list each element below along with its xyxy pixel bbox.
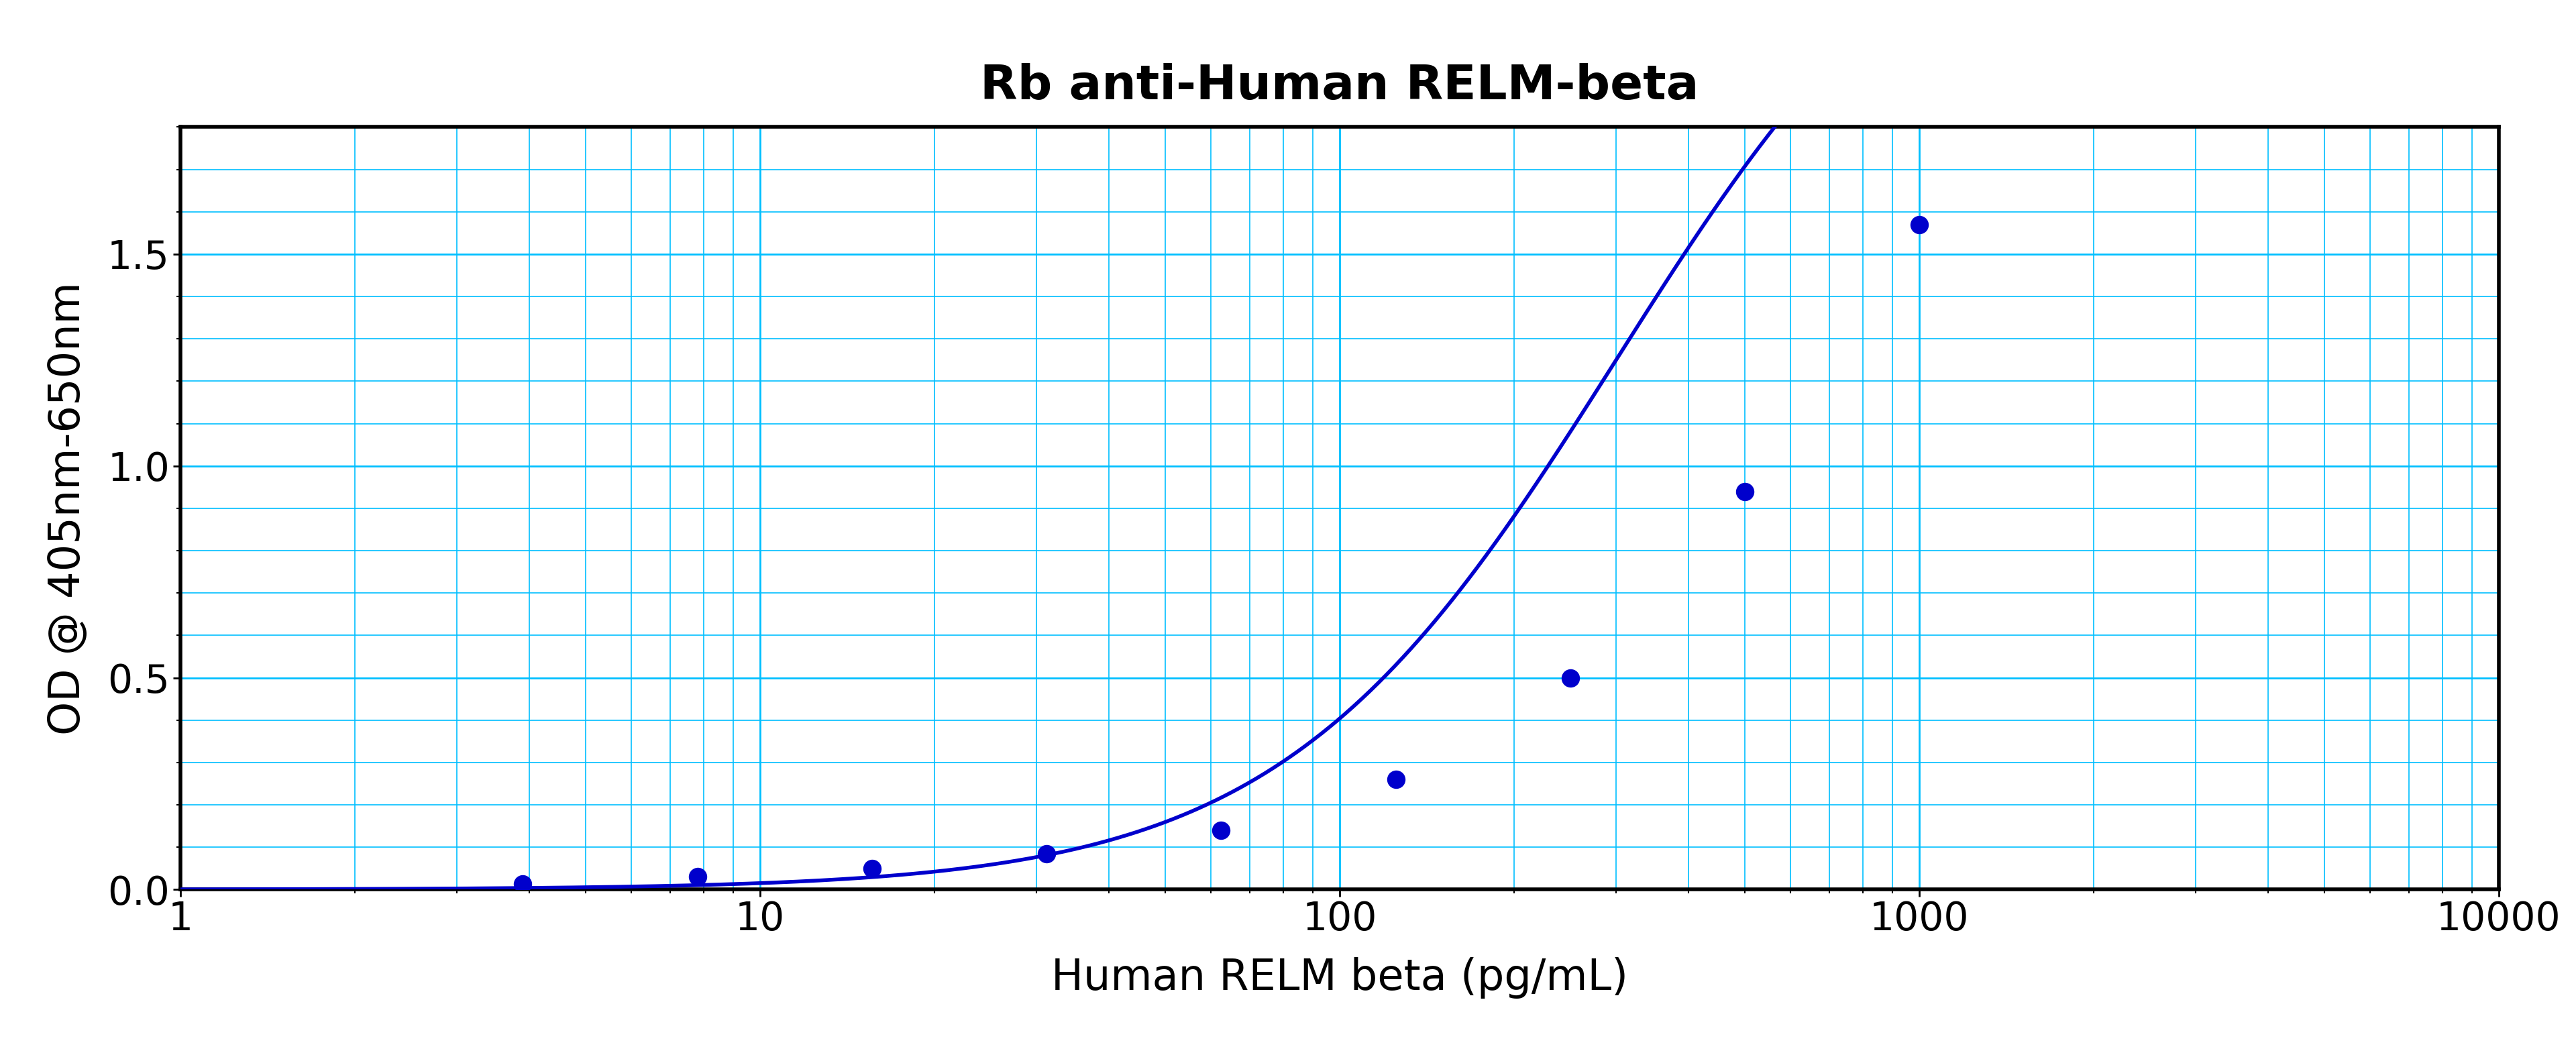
Point	[1899, 216, 1940, 233]
Point	[677, 868, 719, 885]
Point	[1376, 771, 1417, 788]
Point	[1025, 845, 1066, 862]
Title: Rb anti-Human RELM-beta: Rb anti-Human RELM-beta	[979, 62, 1700, 109]
Point	[1723, 483, 1765, 500]
Point	[1200, 822, 1242, 839]
Point	[502, 875, 544, 892]
X-axis label: Human RELM beta (pg/mL): Human RELM beta (pg/mL)	[1051, 957, 1628, 999]
Point	[850, 860, 891, 877]
Point	[1551, 669, 1592, 686]
Y-axis label: OD @ 405nm-650nm: OD @ 405nm-650nm	[46, 282, 88, 735]
